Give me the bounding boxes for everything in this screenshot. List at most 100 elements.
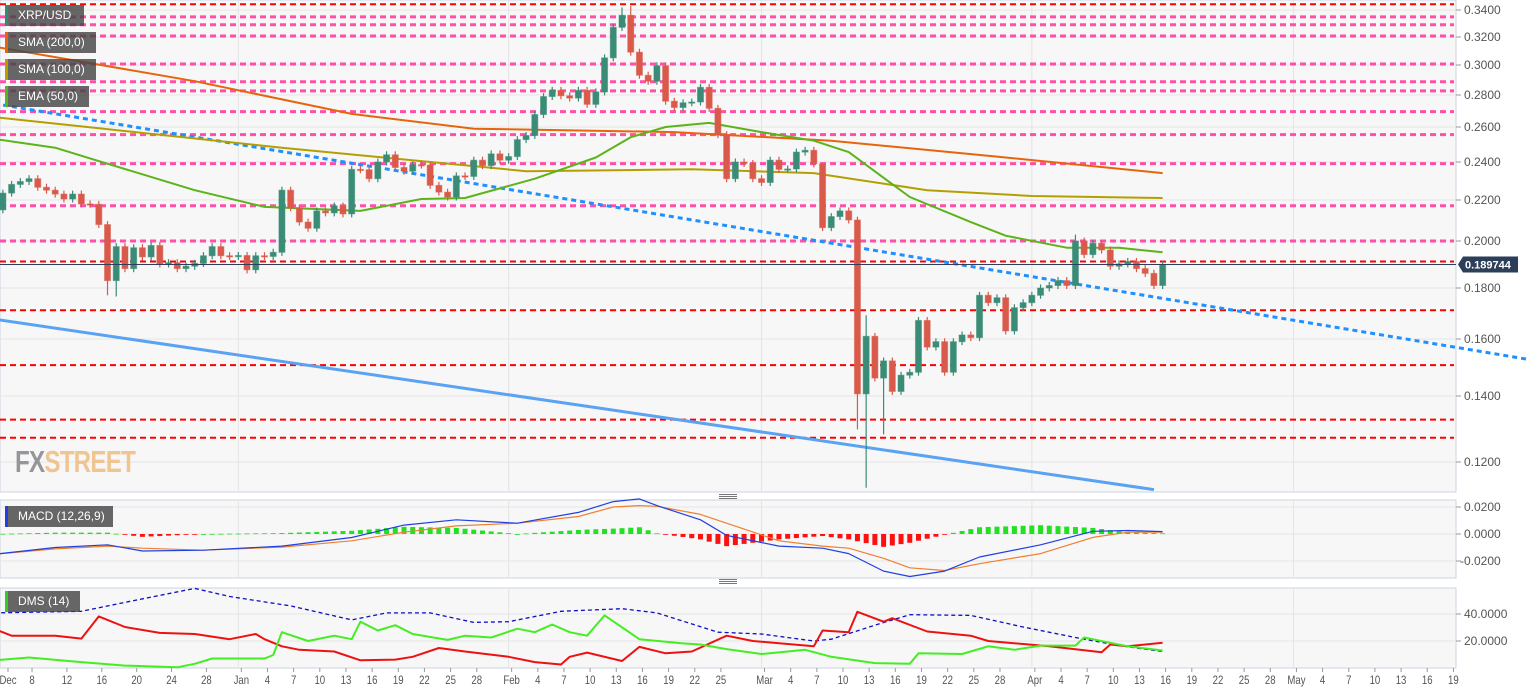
candle[interactable] — [871, 332, 879, 382]
candle[interactable] — [914, 317, 922, 376]
candle[interactable] — [121, 243, 129, 273]
candle[interactable] — [836, 207, 844, 220]
candle[interactable] — [949, 338, 957, 376]
candle[interactable] — [845, 207, 853, 224]
candle[interactable] — [444, 188, 452, 201]
candle[interactable] — [627, 6, 635, 56]
candle[interactable] — [993, 294, 1001, 307]
candle[interactable] — [758, 175, 766, 186]
candle[interactable] — [714, 104, 722, 139]
channel-trendline[interactable] — [0, 318, 1155, 492]
candle[interactable] — [574, 86, 582, 102]
candle[interactable] — [330, 202, 338, 217]
candle[interactable] — [766, 156, 774, 186]
candle[interactable] — [1028, 291, 1036, 307]
candle[interactable] — [243, 251, 251, 274]
candle[interactable] — [609, 23, 617, 62]
candle[interactable] — [60, 190, 68, 203]
candle[interactable] — [165, 259, 173, 268]
panel-resize-handle-macd[interactable] — [719, 494, 737, 499]
candle[interactable] — [339, 202, 347, 218]
candle[interactable] — [731, 158, 739, 183]
candle[interactable] — [1124, 257, 1132, 268]
candle[interactable] — [1045, 281, 1053, 292]
candle[interactable] — [365, 166, 373, 183]
candle[interactable] — [260, 252, 268, 261]
candle[interactable] — [16, 178, 24, 188]
candle[interactable] — [374, 158, 382, 183]
candle[interactable] — [984, 291, 992, 307]
candle[interactable] — [740, 158, 748, 167]
candle[interactable] — [548, 86, 556, 101]
legend-sma200[interactable]: SMA (200,0) — [5, 32, 96, 53]
candle[interactable] — [1106, 246, 1114, 270]
candle[interactable] — [104, 221, 112, 296]
candle[interactable] — [810, 146, 818, 168]
candle[interactable] — [287, 186, 295, 212]
candle[interactable] — [348, 165, 356, 218]
candle[interactable] — [138, 244, 146, 261]
candle[interactable] — [313, 207, 321, 232]
candle[interactable] — [1002, 294, 1010, 335]
candle[interactable] — [1037, 284, 1045, 299]
candle[interactable] — [976, 291, 984, 342]
candle[interactable] — [461, 172, 469, 180]
candle[interactable] — [130, 244, 138, 273]
candle[interactable] — [618, 7, 626, 31]
candle[interactable] — [25, 175, 33, 186]
candle[interactable] — [819, 163, 827, 232]
candle[interactable] — [670, 97, 678, 111]
candle[interactable] — [827, 213, 835, 232]
candle[interactable] — [1098, 239, 1106, 254]
panel-resize-handle-dms[interactable] — [719, 579, 737, 584]
candle[interactable] — [234, 251, 242, 261]
candle[interactable] — [173, 259, 181, 273]
legend-sma100[interactable]: SMA (100,0) — [5, 59, 96, 80]
candle[interactable] — [356, 165, 364, 174]
candle[interactable] — [86, 200, 94, 208]
candle[interactable] — [269, 248, 277, 261]
candle[interactable] — [932, 338, 940, 351]
candle[interactable] — [1054, 277, 1062, 290]
candle[interactable] — [644, 71, 652, 85]
candle[interactable] — [1019, 299, 1027, 312]
candle[interactable] — [749, 159, 757, 183]
candle[interactable] — [322, 207, 330, 217]
candle[interactable] — [478, 156, 486, 170]
candle[interactable] — [1080, 237, 1088, 259]
candle[interactable] — [862, 315, 870, 488]
candle[interactable] — [496, 150, 504, 164]
candle[interactable] — [470, 156, 478, 180]
legend-symbol[interactable]: XRP/USD — [5, 5, 84, 26]
candle[interactable] — [853, 216, 861, 430]
candle[interactable] — [540, 93, 548, 119]
candle[interactable] — [958, 331, 966, 346]
legend-macd[interactable]: MACD (12,26,9) — [5, 506, 113, 527]
candle[interactable] — [252, 252, 260, 274]
candle[interactable] — [557, 86, 565, 100]
candle[interactable] — [635, 48, 643, 79]
candle[interactable] — [95, 200, 103, 228]
candle[interactable] — [426, 161, 434, 189]
candle[interactable] — [409, 161, 417, 175]
candle[interactable] — [941, 338, 949, 376]
candle[interactable] — [723, 131, 731, 183]
candle[interactable] — [226, 252, 234, 261]
candle[interactable] — [923, 317, 931, 351]
candle[interactable] — [400, 164, 408, 175]
descending-trendline[interactable] — [0, 103, 1530, 361]
candle[interactable] — [792, 148, 800, 173]
candle[interactable] — [513, 136, 521, 161]
candle[interactable] — [601, 54, 609, 96]
candle[interactable] — [1150, 269, 1158, 290]
candle[interactable] — [304, 218, 312, 232]
candle[interactable] — [906, 368, 914, 379]
candle[interactable] — [662, 62, 670, 105]
legend-ema50[interactable]: EMA (50,0) — [5, 86, 89, 107]
candle[interactable] — [1089, 239, 1097, 259]
candle[interactable] — [967, 331, 975, 342]
candle[interactable] — [1071, 234, 1079, 290]
candle[interactable] — [505, 153, 513, 164]
candle[interactable] — [112, 243, 120, 297]
candle[interactable] — [435, 181, 443, 196]
